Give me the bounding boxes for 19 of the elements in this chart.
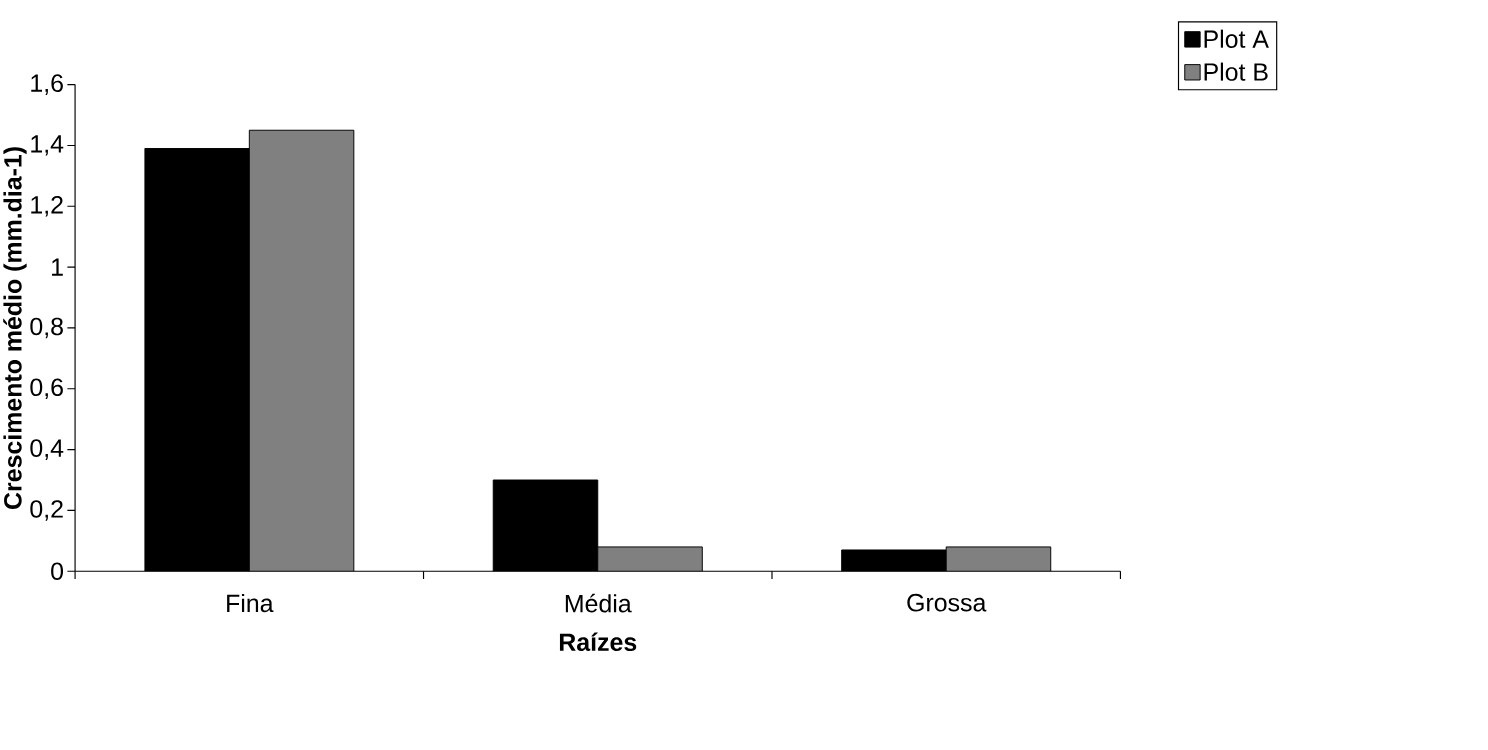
y-tick-label: 0 (51, 562, 64, 581)
bar (945, 546, 1052, 572)
y-tick-label: 0,2 (30, 500, 63, 521)
y-tick-label: 0,6 (30, 378, 63, 399)
y-tick-label: 1 (52, 258, 63, 276)
x-axis-title: Raízes (559, 632, 637, 651)
y-tick-label: 0,4 (30, 439, 64, 460)
bar (597, 546, 703, 572)
x-tick-label: Grossa (907, 593, 987, 612)
legend-label: Plot B (1204, 62, 1268, 81)
y-tick-label: 0,8 (30, 317, 63, 339)
x-tick-label: Fina (227, 593, 274, 613)
y-tick-label: 1,6 (31, 74, 63, 95)
legend-label: Plot A (1204, 29, 1269, 48)
y-axis-title: Crescimento médio (mm.dia-1) (3, 147, 27, 509)
y-tick-label: 1,2 (31, 195, 63, 217)
bar (249, 130, 354, 572)
y-tick-label: 1,4 (31, 135, 64, 156)
x-tick-label: Média (565, 593, 632, 613)
